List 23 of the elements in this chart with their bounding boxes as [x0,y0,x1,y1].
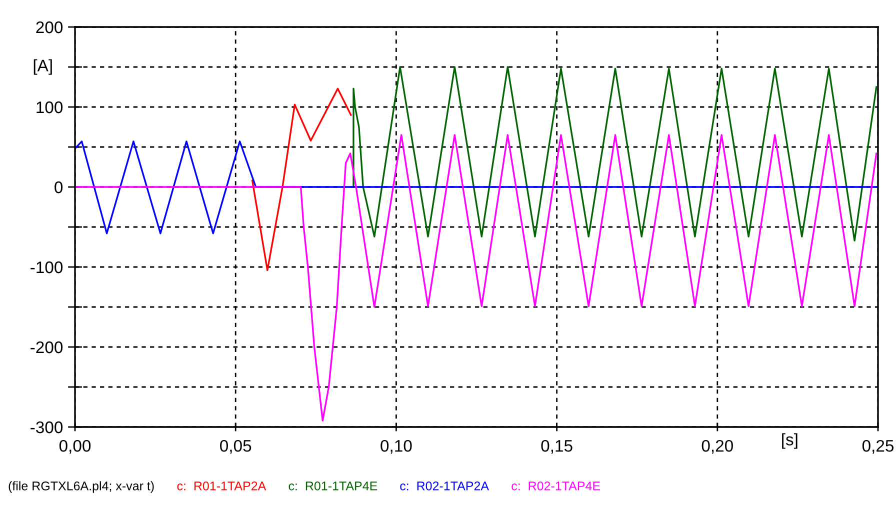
y-tick-label: 0 [54,181,63,194]
x-tick-label: 0,10 [380,440,412,454]
text: c: R01-1TAP4E [288,482,378,490]
y-axis-title: [A] [34,59,52,75]
y-tick-label: 100 [36,101,63,114]
text: c: R02-1TAP2A [400,482,489,490]
line-series [75,134,878,422]
y-tick-label: -200 [30,341,63,354]
line-series [251,88,352,272]
text: c: R01-1TAP2A [177,482,266,490]
y-tick-label: 200 [36,21,63,34]
text: c: R02-1TAP4E [512,482,600,490]
x-tick-label: 0,15 [541,440,572,454]
x-tick-label: 0,05 [220,440,252,454]
y-tick-label: -300 [30,421,63,434]
x-tick-label: 0,25 [862,440,894,454]
x-axis-title: [s] [782,433,798,449]
y-tick-label: -100 [30,261,63,274]
text: (file RGTXL6A.pl4; x-var t) [8,481,154,493]
line-series [75,140,878,234]
line-series [352,66,878,242]
x-tick-label: 0,00 [59,440,91,454]
x-tick-label: 0,20 [702,440,733,454]
